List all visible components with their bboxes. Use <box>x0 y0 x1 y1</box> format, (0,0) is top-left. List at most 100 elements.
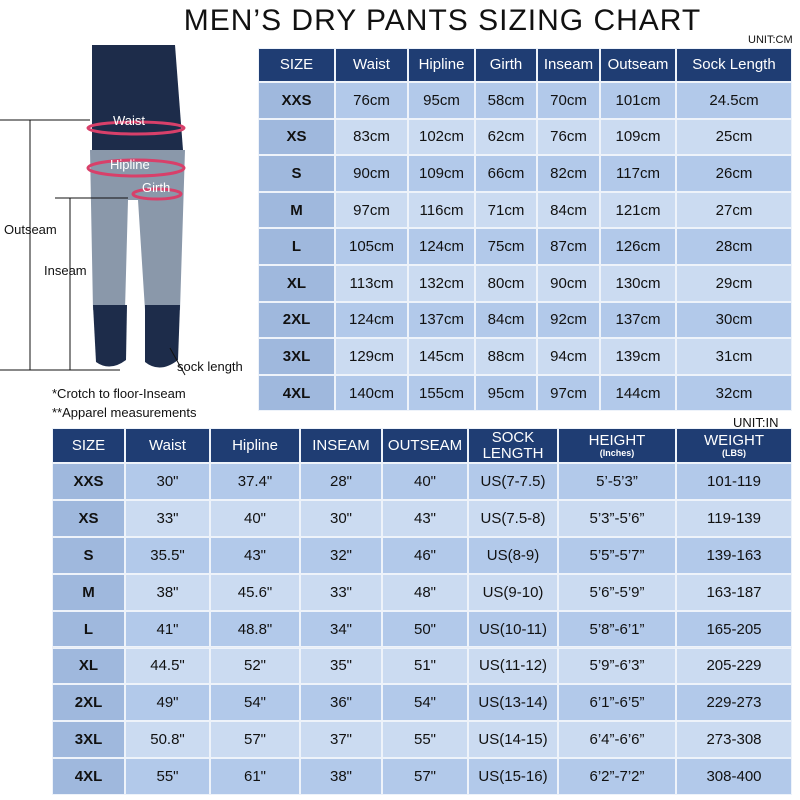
value-cell: 38" <box>125 573 210 611</box>
boot <box>93 305 127 367</box>
value-cell: US(10-11) <box>468 610 558 648</box>
value-cell: US(8-9) <box>468 536 558 574</box>
value-cell: 129cm <box>335 338 408 375</box>
note: **Apparel measurements <box>52 405 197 420</box>
figure-label: Hipline <box>110 157 150 172</box>
header-text: Waist <box>149 436 186 454</box>
boot <box>145 305 180 368</box>
value-cell: US(14-15) <box>468 721 558 759</box>
header-text: SIZE <box>279 56 314 74</box>
figure-label: sock length <box>177 359 243 374</box>
value-cell: 58cm <box>475 82 537 119</box>
value-cell: 50.8" <box>125 721 210 759</box>
value-cell: 57" <box>382 758 468 796</box>
value-cell: 52" <box>210 647 300 685</box>
pants-figure: Waist Hipline Girth Outseam Inseam sock … <box>0 45 243 376</box>
header-cell: Inseam <box>537 48 600 82</box>
value-cell: 97cm <box>537 374 600 412</box>
value-cell: 76cm <box>537 118 600 156</box>
value-cell: 82cm <box>537 155 600 192</box>
value-cell: 126cm <box>600 228 676 265</box>
waist-ring <box>86 120 186 136</box>
value-cell: 66cm <box>475 155 537 192</box>
value-cell: 31cm <box>676 338 792 375</box>
size-cell: 3XL <box>52 721 125 759</box>
value-cell: 83cm <box>335 118 408 156</box>
value-cell: 5’8”-6’1” <box>558 610 676 648</box>
value-cell: 124cm <box>408 228 475 265</box>
size-cell: 2XL <box>52 684 125 722</box>
value-cell: US(7-7.5) <box>468 463 558 500</box>
value-cell: 273-308 <box>676 721 792 759</box>
size-table: SIZE Waist Hipline Girth Inseam Outseam Sock L… <box>258 48 792 412</box>
value-cell: 46" <box>382 536 468 574</box>
figure-label: Inseam <box>44 263 87 278</box>
value-cell: 27cm <box>676 191 792 229</box>
size-cell: 4XL <box>258 374 335 412</box>
value-cell: 35.5" <box>125 536 210 574</box>
value-cell: 6’4”-6’6” <box>558 721 676 759</box>
value-cell: 28" <box>300 463 382 500</box>
value-cell: 5’9”-6’3” <box>558 647 676 685</box>
value-cell: 34" <box>300 610 382 648</box>
size-cell: 2XL <box>258 301 335 339</box>
size-cell: L <box>258 228 335 265</box>
value-cell: 140cm <box>335 374 408 412</box>
value-cell: 130cm <box>600 265 676 302</box>
header-cell: Sock Length <box>676 48 792 82</box>
value-cell: 137cm <box>600 301 676 339</box>
header-text: INSEAM <box>312 436 370 454</box>
value-cell: 119-139 <box>676 499 792 537</box>
value-cell: 101-119 <box>676 463 792 500</box>
title: MEN’S DRY PANTS SIZING CHART <box>183 4 702 37</box>
value-cell: 109cm <box>408 155 475 192</box>
value-cell: 49" <box>125 684 210 722</box>
value-cell: 113cm <box>335 265 408 302</box>
value-cell: 5’-5’3” <box>558 463 676 500</box>
value-cell: 33" <box>300 573 382 611</box>
unit-label: UNIT:IN <box>733 415 779 430</box>
size-cell: 3XL <box>258 338 335 375</box>
header-cell: Outseam <box>600 48 676 82</box>
value-cell: US(7.5-8) <box>468 499 558 537</box>
value-cell: 54" <box>210 684 300 722</box>
size-cell: XL <box>52 647 125 685</box>
value-cell: 95cm <box>475 374 537 412</box>
value-cell: 80cm <box>475 265 537 302</box>
header-note: (LBS) <box>722 447 746 458</box>
value-cell: 5’3”-5’6” <box>558 499 676 537</box>
size-cell: S <box>258 155 335 192</box>
value-cell: 57" <box>210 721 300 759</box>
value-cell: 87cm <box>537 228 600 265</box>
header-text: HEIGHT <box>588 431 646 449</box>
value-cell: US(9-10) <box>468 573 558 611</box>
value-cell: 101cm <box>600 82 676 119</box>
value-cell: 308-400 <box>676 758 792 796</box>
value-cell: 44.5" <box>125 647 210 685</box>
header-cell: INSEAM <box>300 428 382 463</box>
value-cell: 55" <box>382 721 468 759</box>
value-cell: 30" <box>300 499 382 537</box>
header-text: Girth <box>489 56 523 74</box>
size-cell: M <box>258 191 335 229</box>
value-cell: 139cm <box>600 338 676 375</box>
value-cell: 28cm <box>676 228 792 265</box>
value-cell: 139-163 <box>676 536 792 574</box>
header-cell: Hipline <box>408 48 475 82</box>
header-cell: Hipline <box>210 428 300 463</box>
value-cell: 37" <box>300 721 382 759</box>
value-cell: 5’5”-5’7” <box>558 536 676 574</box>
size-cell: S <box>52 536 125 574</box>
size-cell: L <box>52 610 125 648</box>
value-cell: 24.5cm <box>676 82 792 119</box>
header-cell: WEIGHT (LBS) <box>676 428 792 463</box>
header-text: SOCK LENGTH <box>482 428 544 462</box>
value-cell: 165-205 <box>676 610 792 648</box>
value-cell: 92cm <box>537 301 600 339</box>
size-table: SIZE Waist Hipline INSEAM OUTSEAM SOCK LENGTH… <box>52 428 792 796</box>
value-cell: 124cm <box>335 301 408 339</box>
value-cell: US(13-14) <box>468 684 558 722</box>
value-cell: US(15-16) <box>468 758 558 796</box>
value-cell: 43" <box>210 536 300 574</box>
header-cell: HEIGHT (Inches) <box>558 428 676 463</box>
